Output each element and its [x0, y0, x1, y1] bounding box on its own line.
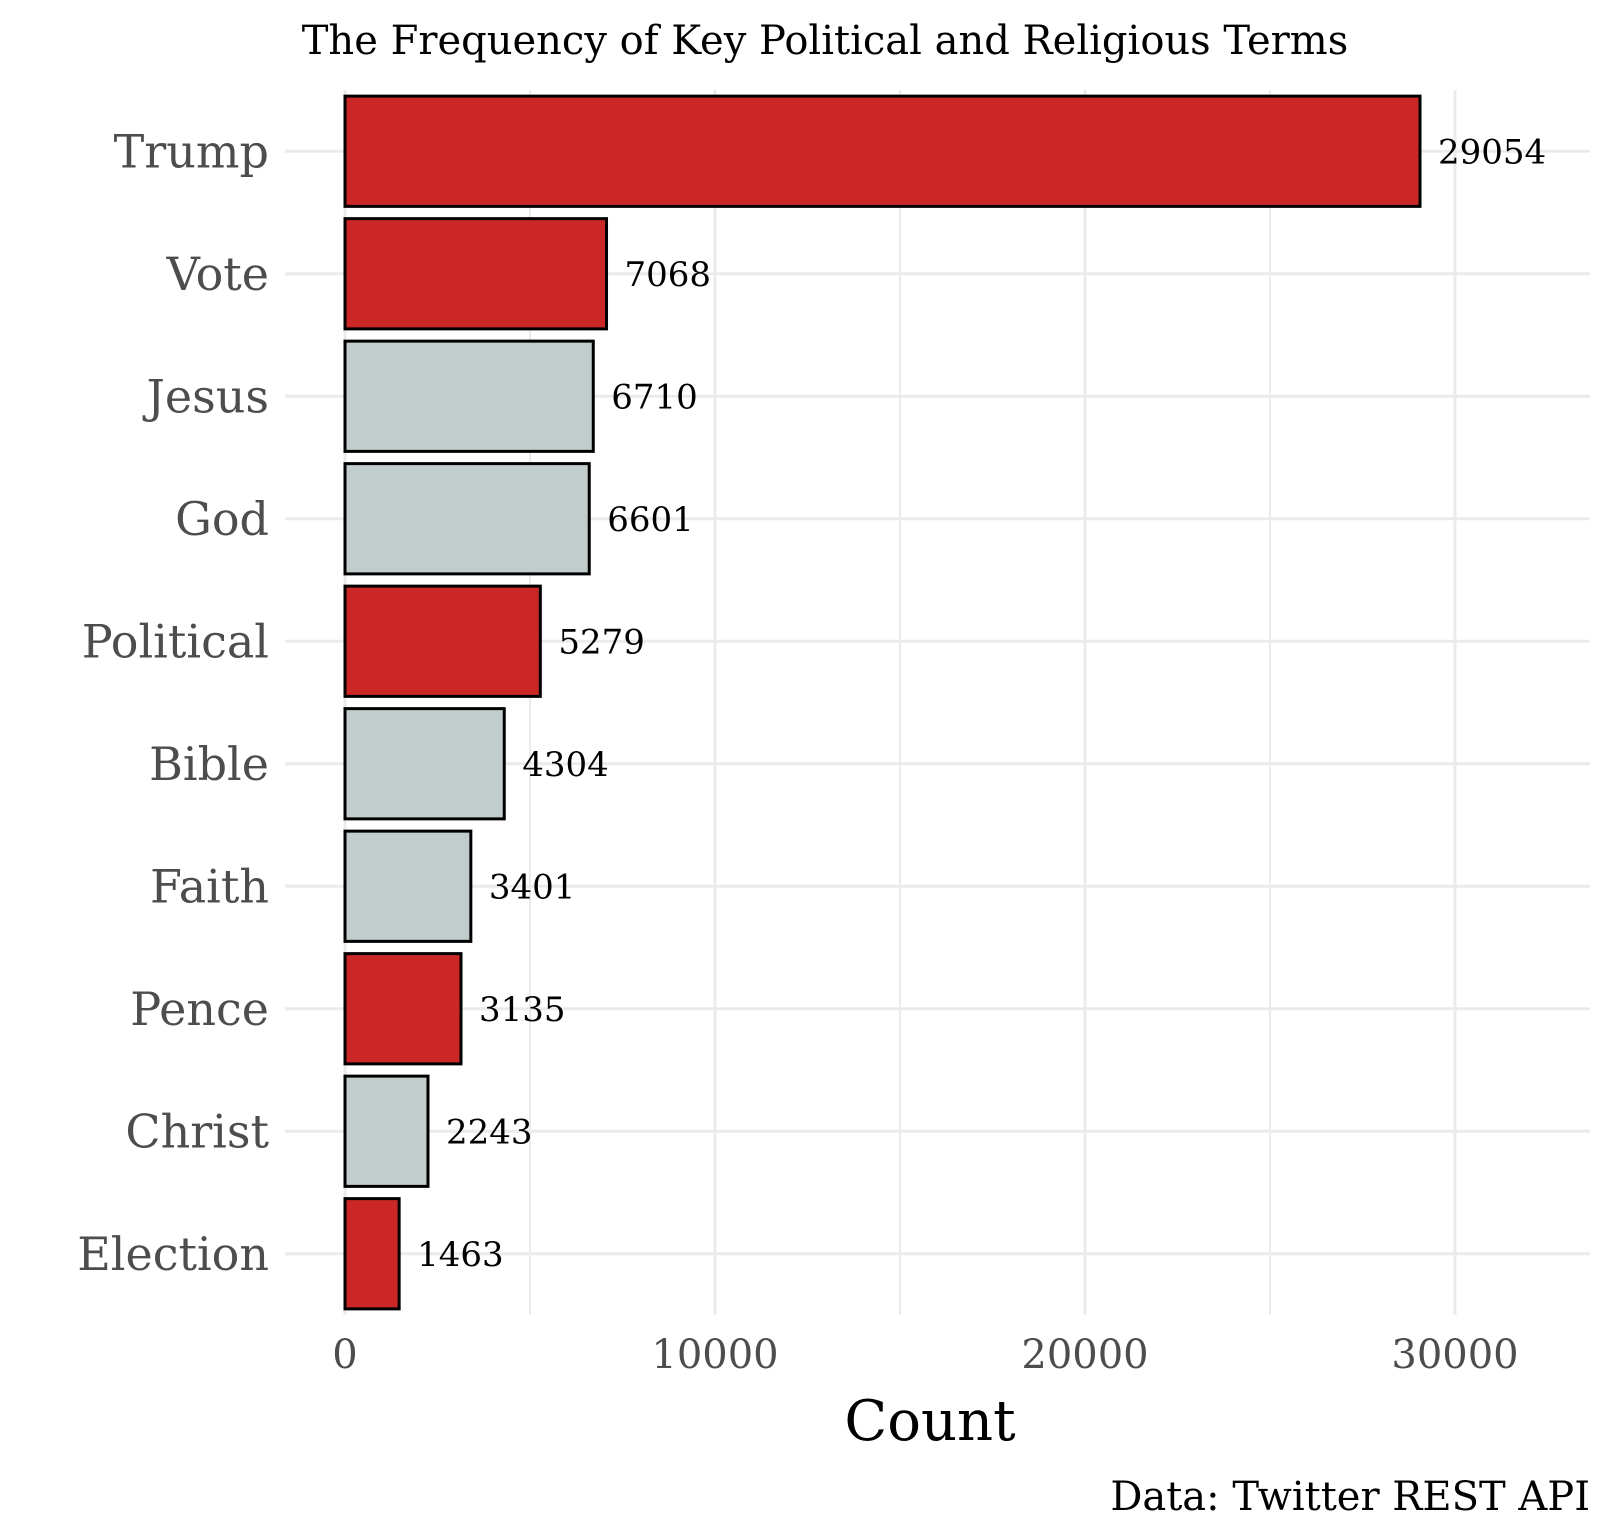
x-tick-label-2: 20000	[1021, 1332, 1148, 1378]
category-label-jesus: Jesus	[142, 369, 269, 423]
bar-bible	[343, 707, 506, 821]
value-label-political: 5279	[558, 622, 645, 662]
bar-jesus	[343, 339, 595, 453]
bar-faith	[343, 829, 473, 943]
value-label-pence: 3135	[479, 990, 566, 1030]
value-label-christ: 2243	[446, 1112, 533, 1152]
value-label-faith: 3401	[489, 867, 576, 907]
x-tick-label-0: 0	[332, 1332, 357, 1378]
category-label-election: Election	[77, 1227, 269, 1281]
x-tick-label-1: 10000	[651, 1332, 778, 1378]
category-label-vote: Vote	[166, 247, 269, 301]
category-label-trump: Trump	[114, 124, 269, 178]
value-label-bible: 4304	[522, 745, 609, 785]
category-label-christ: Christ	[125, 1104, 269, 1158]
bar-pence	[343, 952, 463, 1066]
category-label-faith: Faith	[150, 859, 269, 913]
bars	[343, 94, 1422, 1311]
bar-vote	[343, 217, 609, 331]
value-label-trump: 29054	[1438, 132, 1546, 172]
labels: Trump 29054 Vote 7068 Jesus 6710 God 6601 Politi…	[77, 124, 1546, 1378]
category-label-bible: Bible	[149, 737, 269, 791]
value-label-jesus: 6710	[611, 377, 698, 417]
chart-title: The Frequency of Key Political and Relig…	[302, 18, 1348, 64]
bar-election	[343, 1197, 401, 1311]
category-label-god: God	[175, 492, 269, 546]
value-label-god: 6601	[607, 500, 694, 540]
bar-political	[343, 584, 542, 698]
value-label-vote: 7068	[625, 255, 712, 295]
category-label-political: Political	[82, 614, 269, 668]
bar-god	[343, 462, 591, 576]
category-label-pence: Pence	[130, 982, 269, 1036]
bar-christ	[343, 1074, 430, 1188]
bar-trump	[343, 94, 1422, 208]
x-axis-title: Count	[844, 1389, 1016, 1454]
x-tick-label-3: 30000	[1391, 1332, 1518, 1378]
value-label-election: 1463	[417, 1235, 504, 1275]
caption: Data: Twitter REST API	[1110, 1474, 1590, 1520]
